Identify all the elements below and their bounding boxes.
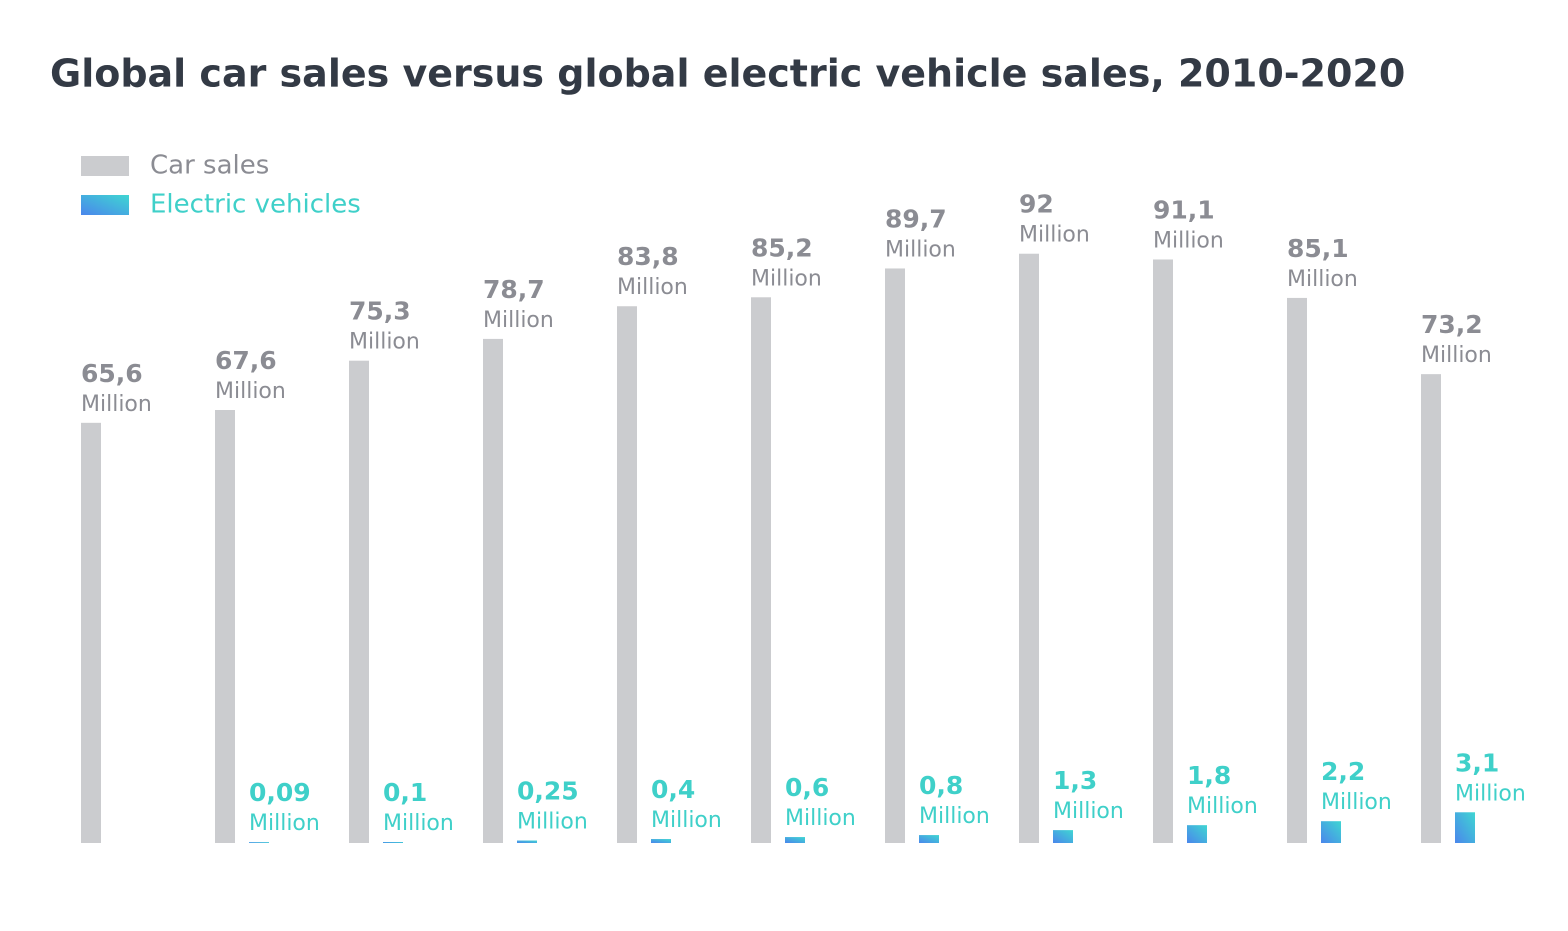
- value-unit: Million: [1421, 343, 1492, 368]
- value-unit: Million: [785, 806, 856, 831]
- value-unit: Million: [1187, 794, 1258, 819]
- value-unit: Million: [81, 392, 152, 417]
- bar: [517, 840, 537, 843]
- value-label: 0,1: [383, 778, 427, 807]
- value-label: 1,8: [1187, 761, 1231, 790]
- legend-label: Car sales: [150, 151, 269, 181]
- bar: [81, 422, 101, 843]
- value-label: 85,2: [751, 233, 813, 262]
- value-label: 78,7: [483, 275, 545, 304]
- value-label: 1,3: [1053, 766, 1097, 795]
- bar: [1053, 830, 1073, 843]
- chart-title: Global car sales versus global electric …: [50, 52, 1405, 96]
- bar: [1187, 825, 1207, 843]
- value-unit: Million: [1287, 267, 1358, 292]
- value-unit: Million: [1455, 781, 1526, 806]
- value-label: 89,7: [885, 204, 947, 233]
- value-unit: Million: [885, 237, 956, 262]
- value-unit: Million: [249, 811, 320, 836]
- value-label: 3,1: [1455, 748, 1499, 777]
- value-unit: Million: [349, 330, 420, 355]
- value-label: 0,4: [651, 775, 695, 804]
- legend-label: Electric vehicles: [150, 190, 361, 220]
- value-label: 0,8: [919, 771, 963, 800]
- value-label: 91,1: [1153, 195, 1215, 224]
- value-label: 0,25: [517, 777, 579, 806]
- value-unit: Million: [919, 804, 990, 829]
- value-unit: Million: [383, 811, 454, 836]
- bar: [651, 839, 671, 843]
- bar: [349, 360, 369, 843]
- value-label: 0,09: [249, 778, 311, 807]
- bar: [1421, 374, 1441, 843]
- value-unit: Million: [483, 308, 554, 333]
- value-unit: Million: [1053, 799, 1124, 824]
- bar: [383, 842, 403, 843]
- bar: [1019, 253, 1039, 844]
- bar: [785, 837, 805, 843]
- legend-swatch: [81, 195, 129, 215]
- bar: [1287, 297, 1307, 844]
- bar: [919, 835, 939, 843]
- bar: [751, 297, 771, 843]
- value-label: 65,6: [81, 359, 143, 388]
- legend-swatch: [81, 156, 129, 176]
- bar: [215, 410, 235, 843]
- bar: [483, 338, 503, 843]
- value-unit: Million: [651, 808, 722, 833]
- value-label: 0,6: [785, 773, 829, 802]
- value-label: 92: [1019, 190, 1054, 219]
- bar: [885, 268, 905, 843]
- bar: [249, 842, 269, 843]
- bar: [617, 306, 637, 843]
- bar: [1321, 821, 1341, 843]
- value-unit: Million: [751, 266, 822, 291]
- bar: [1153, 259, 1173, 844]
- value-label: 73,2: [1421, 310, 1483, 339]
- value-label: 85,1: [1287, 234, 1349, 263]
- value-label: 83,8: [617, 242, 679, 271]
- value-label: 75,3: [349, 297, 411, 326]
- value-unit: Million: [1153, 228, 1224, 253]
- value-unit: Million: [517, 810, 588, 835]
- value-label: 2,2: [1321, 757, 1365, 786]
- value-unit: Million: [1019, 223, 1090, 248]
- value-unit: Million: [215, 379, 286, 404]
- bar: [1455, 812, 1475, 843]
- value-unit: Million: [1321, 790, 1392, 815]
- value-unit: Million: [617, 275, 688, 300]
- value-label: 67,6: [215, 346, 277, 375]
